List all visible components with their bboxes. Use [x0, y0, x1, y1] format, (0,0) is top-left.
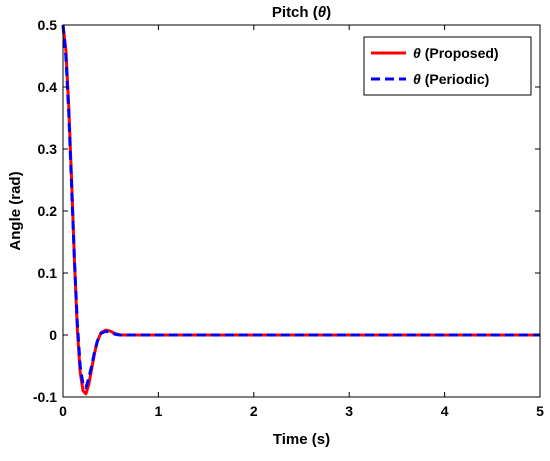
legend-label-periodic: θ (Periodic)	[413, 71, 489, 87]
y-tick-label: -0.1	[33, 389, 57, 405]
legend-box	[363, 36, 532, 96]
series-line-periodic	[61, 24, 540, 390]
x-tick-label: 5	[536, 403, 544, 419]
x-tick-label: 3	[345, 403, 353, 419]
legend-label-proposed: θ (Proposed)	[413, 45, 499, 61]
x-axis-label: Time (s)	[273, 431, 330, 448]
x-tick-label: 1	[155, 403, 163, 419]
y-axis-label: Angle (rad)	[7, 171, 24, 250]
y-tick-label: 0.1	[38, 265, 58, 281]
x-tick-label: 4	[441, 403, 449, 419]
x-tick-label: 2	[250, 403, 258, 419]
chart-title: Pitch (θ)	[272, 4, 331, 21]
y-tick-label: 0.5	[38, 17, 58, 33]
y-tick-label: 0.4	[38, 79, 58, 95]
y-tick-label: 0	[49, 327, 57, 343]
y-tick-label: 0.3	[38, 141, 58, 157]
x-tick-label: 0	[59, 403, 67, 419]
y-tick-label: 0.2	[38, 203, 58, 219]
